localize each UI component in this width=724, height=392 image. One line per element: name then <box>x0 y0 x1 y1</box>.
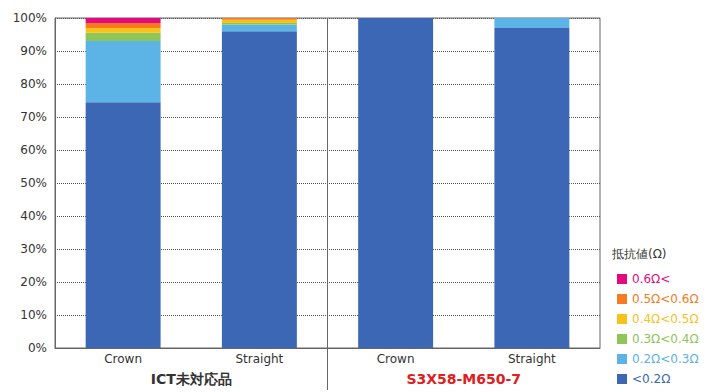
svg-text:0%: 0% <box>28 341 47 355</box>
svg-text:20%: 20% <box>20 275 47 289</box>
svg-text:70%: 70% <box>20 110 47 124</box>
svg-text:S3X58-M650-7: S3X58-M650-7 <box>406 371 521 387</box>
svg-text:0.4Ω<0.5Ω: 0.4Ω<0.5Ω <box>632 312 699 326</box>
svg-text:0.3Ω<0.4Ω: 0.3Ω<0.4Ω <box>632 332 699 346</box>
svg-text:90%: 90% <box>20 44 47 58</box>
svg-text:0.5Ω<0.6Ω: 0.5Ω<0.6Ω <box>632 292 699 306</box>
svg-text:30%: 30% <box>20 242 47 256</box>
svg-text:100%: 100% <box>13 11 47 25</box>
svg-text:<0.2Ω: <0.2Ω <box>632 372 670 386</box>
svg-text:Crown: Crown <box>377 352 415 366</box>
svg-text:10%: 10% <box>20 308 47 322</box>
svg-text:60%: 60% <box>20 143 47 157</box>
svg-text:40%: 40% <box>20 209 47 223</box>
svg-text:80%: 80% <box>20 77 47 91</box>
svg-text:ICT未対応品: ICT未対応品 <box>151 371 232 387</box>
svg-text:0.2Ω<0.3Ω: 0.2Ω<0.3Ω <box>632 352 699 366</box>
svg-text:Straight: Straight <box>235 352 283 366</box>
svg-text:0.6Ω<: 0.6Ω< <box>632 272 670 286</box>
svg-text:Straight: Straight <box>508 352 556 366</box>
svg-text:抵抗値(Ω): 抵抗値(Ω) <box>611 247 667 261</box>
svg-text:Crown: Crown <box>104 352 142 366</box>
svg-text:50%: 50% <box>20 176 47 190</box>
